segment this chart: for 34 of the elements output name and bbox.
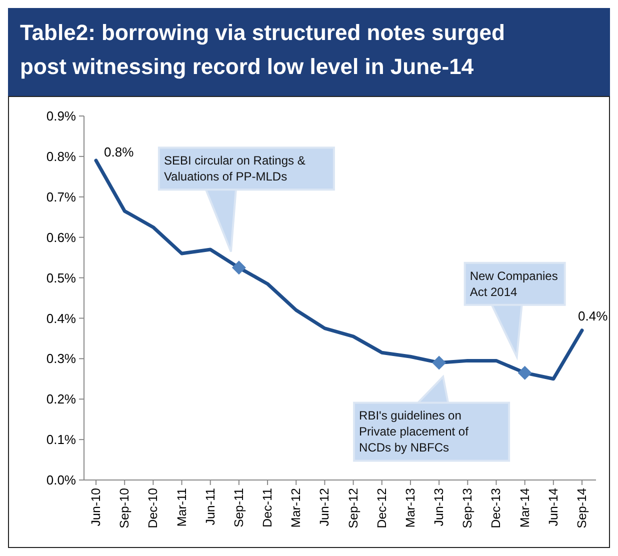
x-tick-label: Dec-10 bbox=[146, 488, 160, 528]
x-tick-label: Mar-11 bbox=[174, 488, 189, 527]
x-tick-label: Dec-11 bbox=[260, 488, 275, 528]
data-label: 0.4% bbox=[578, 308, 608, 324]
y-tick-label: 0.9% bbox=[46, 108, 76, 124]
y-tick-label: 0.4% bbox=[46, 310, 76, 326]
y-tick-label: 0.8% bbox=[46, 148, 76, 164]
y-tick-label: 0.1% bbox=[46, 432, 76, 448]
y-tick-label: 0.6% bbox=[46, 230, 76, 245]
x-tick-label: Jun-12 bbox=[318, 488, 332, 526]
y-tick-label: 0.7% bbox=[46, 189, 76, 204]
annotation: RBI's guidelines on Private placement of NCDs by NBFCs bbox=[359, 408, 470, 455]
data-label: 0.8% bbox=[104, 144, 134, 160]
x-tick-label: Sep-13 bbox=[460, 488, 475, 528]
x-tick-label: Sep-11 bbox=[232, 488, 246, 528]
x-tick-label: Sep-12 bbox=[346, 488, 360, 528]
y-tick-label: 0.0% bbox=[46, 472, 76, 488]
x-tick-label: Jun-10 bbox=[89, 488, 103, 526]
x-tick-label: Mar-13 bbox=[403, 488, 418, 528]
annotation: SEBI circular on Ratings & Valuations of PP-MLDs bbox=[164, 154, 306, 184]
x-tick-label: Dec-13 bbox=[489, 488, 504, 528]
x-tick-label: Jun-11 bbox=[203, 488, 218, 526]
x-tick-label: Sep-14 bbox=[575, 488, 589, 528]
y-tick-label: 0.2% bbox=[46, 392, 76, 407]
y-tick-label: 0.5% bbox=[46, 270, 76, 286]
chart-title: Table2: borrowing via structured notes surged post witnessing record low level in June-14 bbox=[20, 20, 505, 79]
x-tick-label: Jun-13 bbox=[432, 488, 446, 526]
x-tick-label: Mar-12 bbox=[289, 488, 304, 528]
annotation: New Companies Act 2014 bbox=[470, 268, 558, 299]
x-tick-label: Jun-14 bbox=[546, 488, 560, 526]
y-tick-label: 0.3% bbox=[46, 351, 76, 366]
x-tick-label: Mar-14 bbox=[518, 488, 532, 528]
x-tick-label: Dec-12 bbox=[374, 488, 389, 528]
x-tick-label: Sep-10 bbox=[118, 488, 132, 528]
